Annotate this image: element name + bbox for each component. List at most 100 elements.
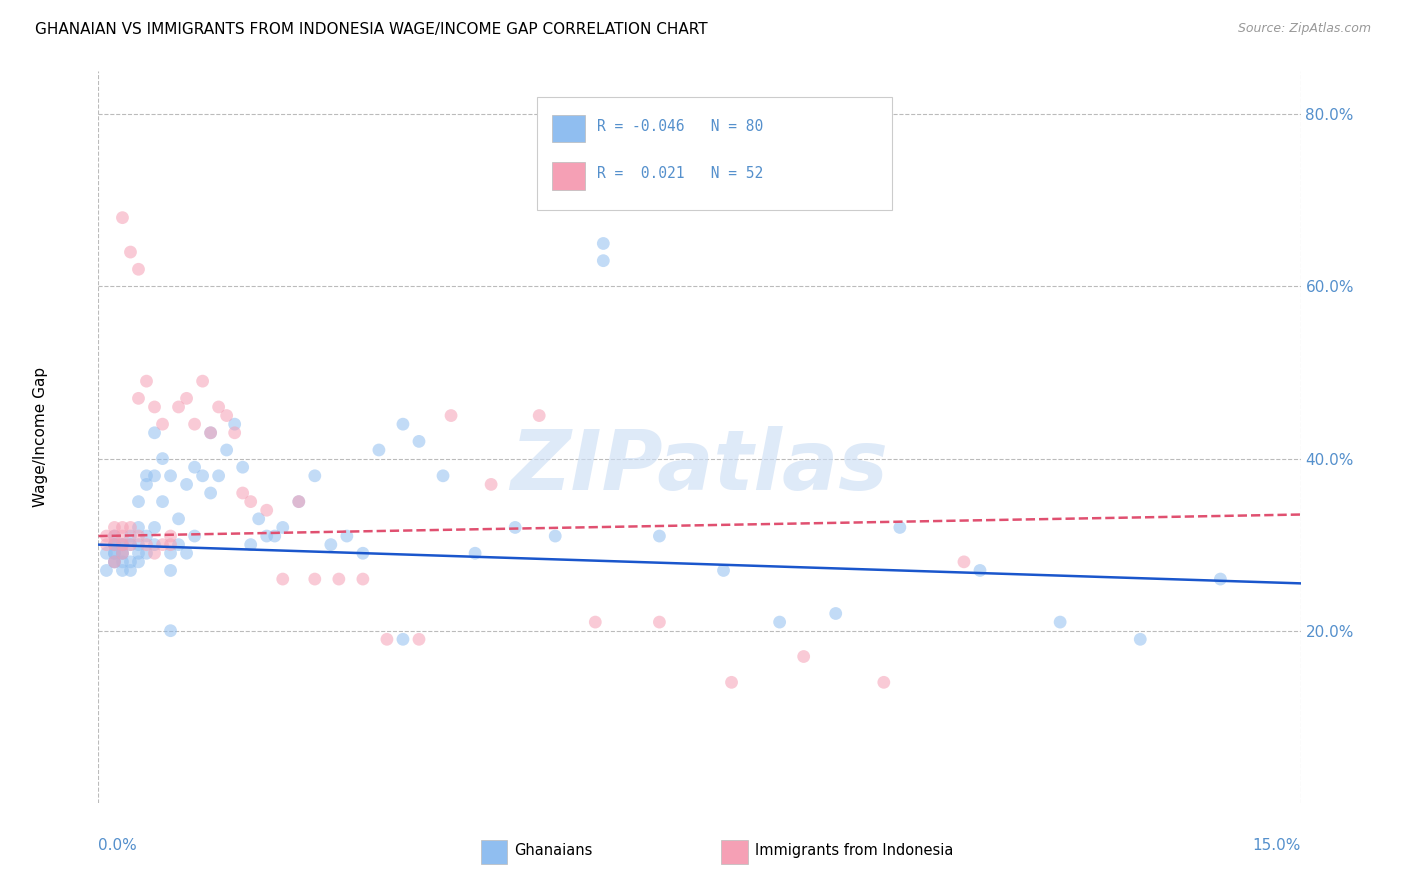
- Point: [143, 538, 166, 552]
- Point: [167, 512, 190, 526]
- Text: R =  0.021   N = 52: R = 0.021 N = 52: [598, 166, 763, 181]
- Point: [408, 632, 430, 647]
- Point: [120, 555, 142, 569]
- Point: [648, 615, 671, 629]
- Point: [247, 512, 270, 526]
- Point: [103, 546, 125, 560]
- Point: [176, 546, 198, 560]
- Point: [159, 624, 181, 638]
- Point: [544, 529, 567, 543]
- Point: [143, 468, 166, 483]
- Point: [135, 546, 157, 560]
- Text: 15.0%: 15.0%: [1253, 838, 1301, 854]
- Point: [336, 529, 359, 543]
- Point: [135, 468, 157, 483]
- Point: [103, 529, 125, 543]
- Point: [432, 468, 454, 483]
- FancyBboxPatch shape: [537, 97, 891, 211]
- Point: [953, 555, 976, 569]
- Point: [239, 494, 262, 508]
- Point: [191, 374, 214, 388]
- Point: [103, 538, 125, 552]
- Point: [232, 460, 254, 475]
- Point: [304, 572, 326, 586]
- Point: [352, 546, 374, 560]
- Point: [152, 417, 174, 432]
- Point: [208, 468, 231, 483]
- Point: [256, 503, 278, 517]
- Point: [183, 529, 205, 543]
- Point: [239, 538, 262, 552]
- Point: [111, 546, 134, 560]
- Point: [159, 538, 181, 552]
- Point: [793, 649, 815, 664]
- Point: [1129, 632, 1152, 647]
- Point: [103, 555, 125, 569]
- Point: [111, 564, 134, 578]
- Point: [103, 538, 125, 552]
- Point: [271, 572, 294, 586]
- Point: [120, 529, 142, 543]
- Text: Immigrants from Indonesia: Immigrants from Indonesia: [755, 843, 953, 858]
- Point: [120, 538, 142, 552]
- Point: [215, 442, 238, 457]
- Point: [111, 546, 134, 560]
- Point: [135, 477, 157, 491]
- Point: [135, 538, 157, 552]
- Point: [304, 468, 326, 483]
- Bar: [551, 114, 585, 143]
- Point: [215, 409, 238, 423]
- Point: [375, 632, 398, 647]
- Point: [1049, 615, 1071, 629]
- Point: [96, 564, 118, 578]
- Point: [224, 425, 246, 440]
- Point: [200, 425, 222, 440]
- Point: [648, 529, 671, 543]
- Point: [111, 538, 134, 552]
- Point: [120, 520, 142, 534]
- Point: [128, 392, 150, 406]
- Point: [120, 564, 142, 578]
- Point: [111, 211, 134, 225]
- Point: [152, 451, 174, 466]
- Point: [143, 425, 166, 440]
- Point: [128, 529, 150, 543]
- Point: [191, 468, 214, 483]
- Point: [135, 529, 157, 543]
- Text: Ghanaians: Ghanaians: [515, 843, 593, 858]
- Point: [232, 486, 254, 500]
- Point: [208, 400, 231, 414]
- Point: [288, 494, 311, 508]
- Point: [720, 675, 742, 690]
- Point: [200, 425, 222, 440]
- Point: [176, 392, 198, 406]
- Point: [103, 555, 125, 569]
- Point: [263, 529, 285, 543]
- Point: [128, 546, 150, 560]
- Point: [103, 546, 125, 560]
- Point: [111, 538, 134, 552]
- Point: [224, 417, 246, 432]
- Point: [135, 374, 157, 388]
- Point: [103, 555, 125, 569]
- Point: [408, 434, 430, 449]
- Point: [183, 460, 205, 475]
- Point: [392, 417, 415, 432]
- Point: [969, 564, 991, 578]
- Point: [111, 555, 134, 569]
- Point: [143, 546, 166, 560]
- Point: [256, 529, 278, 543]
- Point: [503, 520, 526, 534]
- Point: [159, 468, 181, 483]
- Point: [200, 486, 222, 500]
- Text: ZIPatlas: ZIPatlas: [510, 425, 889, 507]
- Point: [529, 409, 551, 423]
- Point: [96, 538, 118, 552]
- Point: [1209, 572, 1232, 586]
- Point: [143, 400, 166, 414]
- Text: Wage/Income Gap: Wage/Income Gap: [34, 367, 48, 508]
- Point: [479, 477, 502, 491]
- Point: [143, 520, 166, 534]
- Point: [103, 529, 125, 543]
- Point: [288, 494, 311, 508]
